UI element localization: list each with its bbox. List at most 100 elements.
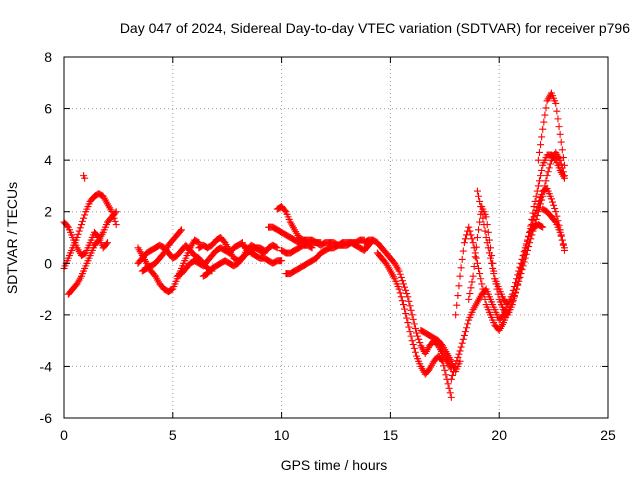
data-point-marker [408,311,416,319]
data-point-marker [455,282,463,290]
data-point-marker [503,299,511,307]
data-point-marker [557,160,565,168]
data-point-marker [416,339,424,347]
data-point-marker [78,217,86,225]
data-point-marker [411,348,419,356]
data-point-marker [466,227,474,235]
data-point-marker [406,328,414,336]
data-point-marker [438,356,446,364]
data-point-marker [81,211,89,219]
series-track-19 [452,148,568,334]
series-track-16 [373,249,455,401]
data-point-marker [534,182,542,190]
data-point-marker [517,264,525,272]
data-point-marker [482,234,490,241]
data-point-marker [467,284,475,292]
series-track-15 [360,236,455,373]
series-track-10 [238,241,286,267]
data-point-marker [555,123,563,131]
data-point-marker [398,297,406,305]
data-point-marker [397,273,405,281]
data-point-marker [553,212,561,220]
data-point-marker [478,280,486,288]
data-point-marker [397,293,405,301]
data-point-marker [447,375,455,383]
data-point-marker [467,231,475,239]
data-point-marker [442,371,450,379]
data-point-marker [466,290,474,298]
data-point-marker [541,111,549,119]
data-point-marker [479,285,487,293]
data-point-marker [464,320,472,328]
data-point-marker [476,218,484,226]
data-point-marker [530,203,538,211]
data-point-marker [529,209,537,217]
data-point-marker [542,104,550,112]
data-point-marker [448,371,456,379]
y-tick-label: 0 [44,255,52,271]
x-tick-label: 20 [491,427,507,443]
series-track-12 [273,203,325,247]
data-point-marker [522,242,530,250]
series-track-21 [473,187,512,309]
data-point-marker [404,293,412,301]
data-point-marker [104,239,112,247]
data-point-marker [544,168,552,176]
data-point-marker [484,244,492,252]
data-point-marker [552,208,560,216]
data-point-marker [488,259,496,267]
data-point-marker [473,234,481,241]
data-point-marker [498,312,506,320]
data-point-marker [478,208,486,216]
data-point-marker [539,192,547,200]
data-point-marker [484,228,492,236]
y-tick-label: 8 [44,49,52,65]
series-track-6 [138,226,186,275]
data-point-marker [547,195,555,203]
data-point-marker [396,289,404,297]
data-point-marker [489,264,497,272]
data-point-marker [560,244,568,252]
y-tick-label: -4 [40,358,53,374]
data-point-marker [523,237,531,245]
data-point-marker [461,235,469,243]
y-tick-label: 6 [44,101,52,117]
data-point-marker [470,263,478,271]
data-point-marker [454,353,462,361]
data-point-marker [74,230,82,238]
data-point-marker [483,239,491,247]
data-point-marker [490,270,498,278]
data-point-marker [515,275,523,283]
data-point-marker [468,235,476,243]
data-point-marker [516,270,524,278]
data-point-marker [402,310,410,318]
data-point-marker [543,172,551,180]
data-point-marker [554,115,562,123]
data-point-marker [532,192,540,200]
data-point-marker [63,222,71,230]
data-point-marker [521,246,529,254]
data-point-marker [513,285,521,293]
data-point-marker [278,257,286,265]
data-point-marker [558,146,566,154]
data-point-marker [458,339,466,347]
data-point-marker [451,364,459,372]
data-point-marker [535,204,543,212]
data-point-marker [533,212,541,220]
data-point-marker [558,236,566,244]
data-point-marker [540,187,548,195]
data-point-marker [460,239,468,247]
data-point-marker [465,223,473,231]
tick-marks [63,56,609,419]
data-point-marker [549,198,557,206]
data-point-marker [111,217,119,225]
data-point-marker [456,357,464,365]
data-point-marker [551,204,559,212]
data-point-marker [510,293,518,301]
data-point-marker [111,209,119,217]
data-point-marker [535,148,543,156]
data-point-marker [560,174,568,182]
data-point-marker [399,280,407,288]
data-point-marker [477,275,485,283]
data-point-marker [514,280,522,288]
